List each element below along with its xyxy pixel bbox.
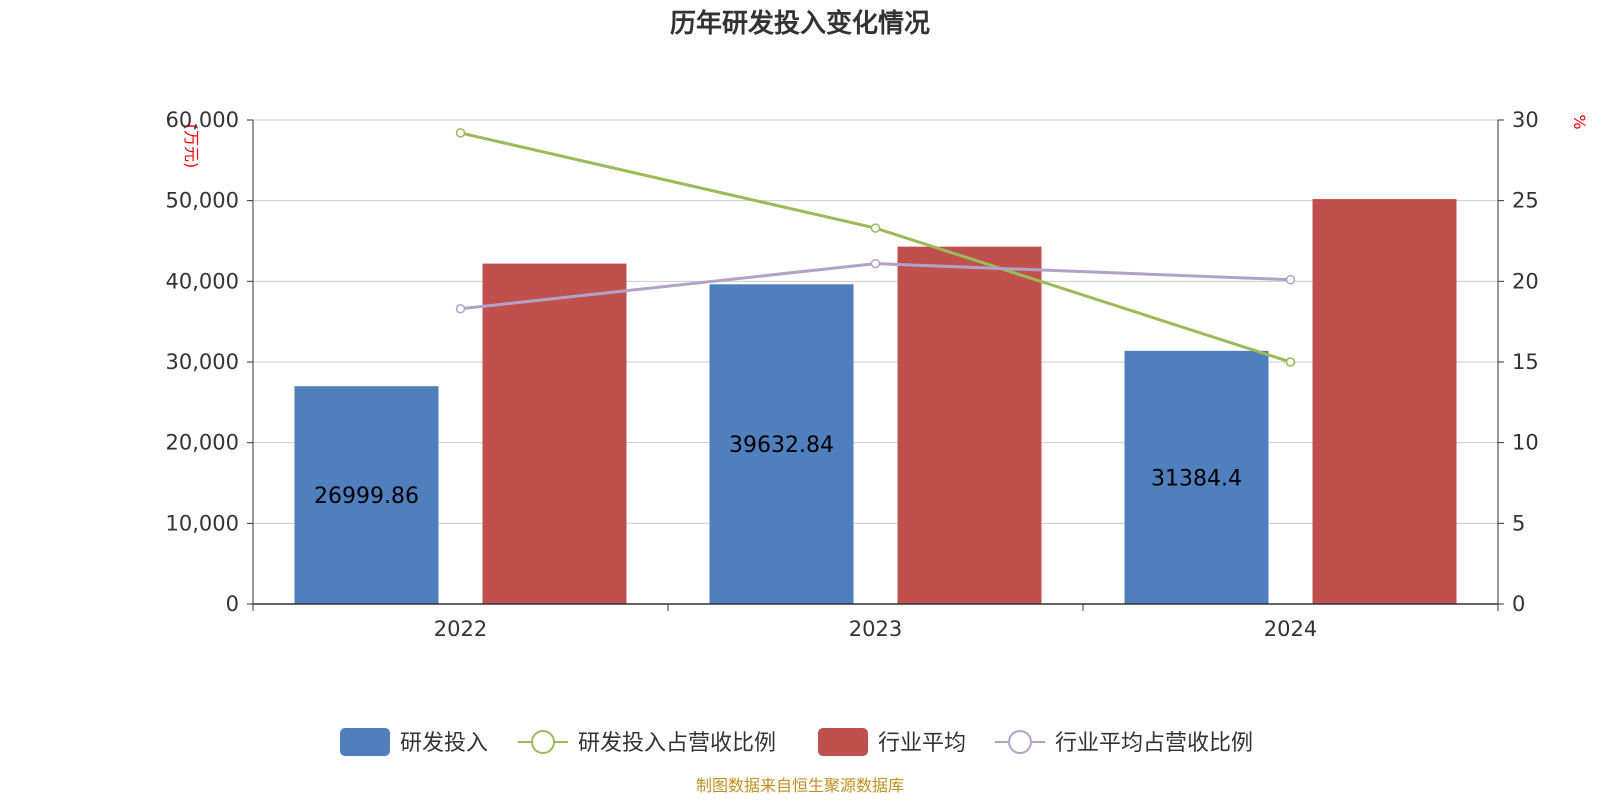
- left-axis-tick-label: 20,000: [166, 431, 239, 455]
- right-axis-tick-label: 20: [1512, 269, 1539, 293]
- legend-label: 研发投入: [400, 731, 488, 756]
- bar: [1312, 199, 1457, 604]
- right-axis-tick-label: 15: [1512, 350, 1539, 374]
- x-axis-tick-label: 2023: [849, 617, 902, 641]
- right-axis-tick-label: 5: [1512, 511, 1525, 535]
- legend-label: 行业平均占营收比例: [1055, 731, 1253, 756]
- left-axis-tick-label: 40,000: [166, 269, 239, 293]
- bar: [897, 246, 1042, 604]
- bar-data-label: 39632.84: [729, 433, 834, 458]
- x-axis-tick-label: 2022: [434, 617, 487, 641]
- left-axis-unit: (万元): [182, 124, 201, 169]
- bar-data-label: 31384.4: [1151, 466, 1242, 491]
- legend-swatch-marker: [1008, 730, 1032, 754]
- legend-swatch: [340, 728, 390, 756]
- bar: [294, 386, 439, 604]
- line-point: [455, 304, 466, 314]
- left-axis-tick-label: 10,000: [166, 511, 239, 535]
- left-axis-tick-label: 50,000: [166, 189, 239, 213]
- bar: [1124, 350, 1269, 604]
- left-axis-tick-label: 60,000: [166, 108, 239, 132]
- line-point: [870, 223, 881, 233]
- chart-title: 历年研发投入变化情况: [670, 8, 930, 39]
- line-point: [870, 258, 881, 269]
- left-axis-tick-label: 30,000: [166, 350, 239, 374]
- right-axis-tick-label: 30: [1512, 108, 1539, 132]
- line-point: [1285, 274, 1296, 285]
- line-point: [455, 128, 466, 138]
- right-axis-unit: %: [1570, 114, 1589, 129]
- plot-area: 0 10,000 20,000 30,000 40,000 50,000 60,000 0 5 1…: [166, 108, 1539, 641]
- legend-label: 研发投入占营收比例: [578, 731, 776, 756]
- line-point: [1285, 357, 1296, 367]
- right-axis-tick-label: 25: [1512, 189, 1539, 213]
- data-source-note: 制图数据来自恒生聚源数据库: [696, 776, 904, 795]
- legend: 研发投入 研发投入占营收比例 行业平均 行业平均占营收比例: [340, 728, 1253, 756]
- x-axis-tick-label: 2024: [1264, 617, 1317, 641]
- legend-label: 行业平均: [878, 731, 966, 756]
- right-axis-tick-label: 0: [1512, 592, 1525, 616]
- legend-swatch: [818, 728, 868, 756]
- right-axis-tick-label: 10: [1512, 431, 1539, 455]
- legend-swatch-marker: [531, 730, 555, 754]
- left-axis-tick-label: 0: [226, 592, 239, 616]
- bar: [709, 284, 854, 604]
- bar-data-label: 26999.86: [314, 484, 419, 509]
- bar: [482, 263, 627, 604]
